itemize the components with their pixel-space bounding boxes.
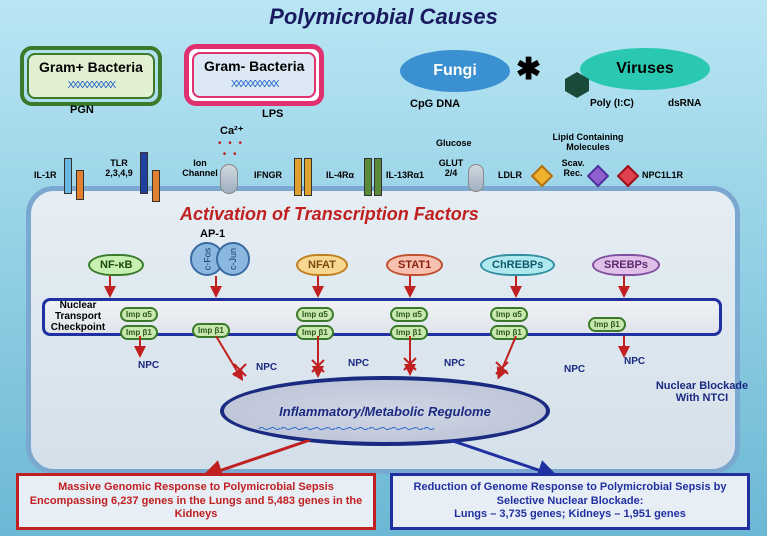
npc-text: NPC <box>624 356 645 367</box>
tf-chrebp: ChREBPs <box>480 254 555 276</box>
virus-sub-l: Poly (I:C) <box>590 98 634 109</box>
glut-icon <box>468 164 484 192</box>
tlr-label: TLR 2,3,4,9 <box>100 158 138 178</box>
virus-sub-r: dsRNA <box>668 98 701 109</box>
gram-pos-box: Gram+ Bacteria XXXXXXXXXX <box>20 46 162 106</box>
virus-icon <box>562 70 592 105</box>
dna-icon: ～～～～～～～～～～～～～～～～ <box>258 420 434 437</box>
tlr-icon <box>140 152 148 194</box>
side-label: Nuclear Blockade With NTCI <box>650 380 754 404</box>
ldlr-label: LDLR <box>498 170 522 180</box>
npc-text: NPC <box>564 364 585 375</box>
tf-srebp: SREBPs <box>592 254 660 276</box>
il13-label: IL-13Rα1 <box>386 170 424 180</box>
tlr-icon2 <box>152 170 160 202</box>
il1r-icon <box>64 158 72 194</box>
il1r-icon2 <box>76 170 84 200</box>
imp-group: Imp α5Imp β1 <box>120 304 158 340</box>
glut-label: GLUT 2/4 <box>436 158 466 178</box>
tf-nfat: NFAT <box>296 254 348 276</box>
fungi-sub: CpG DNA <box>410 98 460 110</box>
ap1-label: AP-1 <box>200 228 225 240</box>
ifngr-label: IFNGR <box>254 170 282 180</box>
result-right: Reduction of Genome Response to Polymicr… <box>390 473 750 530</box>
npc-text: NPC <box>138 360 159 371</box>
il1r-label: IL-1R <box>34 170 57 180</box>
nuc-checkpoint-label: Nuclear Transport Checkpoint <box>48 300 108 333</box>
tf-nfkb: NF-κB <box>88 254 144 276</box>
virus-ellipse: Viruses <box>580 48 710 90</box>
activation-title: Activation of Transcription Factors <box>180 204 479 225</box>
gram-neg-box: Gram- Bacteria XXXXXXXXXX <box>184 44 324 106</box>
tf-ap1-jun: c-Jun <box>216 242 250 276</box>
gram-neg-sub: LPS <box>262 108 283 120</box>
imp-group: Imp α5Imp β1 <box>490 304 528 340</box>
page-title: Polymicrobial Causes <box>0 4 767 30</box>
il4-label: IL-4Rα <box>326 170 354 180</box>
gram-neg-label: Gram- Bacteria <box>204 58 304 74</box>
ifngr-icon <box>294 158 302 196</box>
npc-label: NPC1L1R <box>642 170 683 180</box>
result-left: Massive Genomic Response to Polymicrobia… <box>16 473 376 530</box>
gram-pos-sub: PGN <box>70 104 94 116</box>
ion-label: Ion Channel <box>180 158 220 178</box>
npc-text: NPC <box>256 362 277 373</box>
ifngr-icon2 <box>304 158 312 196</box>
nucleus-label: Inflammatory/Metabolic Regulome <box>279 404 491 419</box>
ca-label: Ca²⁺ <box>220 124 244 137</box>
gram-pos-label: Gram+ Bacteria <box>39 59 143 75</box>
tf-stat1: STAT1 <box>386 254 443 276</box>
lipid-label: Lipid Containing Molecules <box>538 132 638 152</box>
npc-text: NPC <box>348 358 369 369</box>
dna-icon: XXXXXXXXXX <box>68 80 115 91</box>
fungi-icon: ✱ <box>516 52 541 87</box>
imp-group: Imp α5Imp β1 <box>390 304 428 340</box>
scav-label: Scav. Rec. <box>558 158 588 178</box>
imp-group: Imp β1 <box>588 314 626 332</box>
tf-arrows <box>40 276 720 298</box>
il4-icon <box>364 158 372 196</box>
ion-icon <box>220 164 238 194</box>
imp-group: Imp α5Imp β1 <box>296 304 334 340</box>
fungi-ellipse: Fungi <box>400 50 510 92</box>
dna-icon: XXXXXXXXXX <box>231 79 278 90</box>
il4-icon2 <box>374 158 382 196</box>
ca-dots: • • • • • <box>218 138 244 160</box>
glucose-label: Glucose <box>436 138 472 148</box>
npc-text: NPC <box>444 358 465 369</box>
